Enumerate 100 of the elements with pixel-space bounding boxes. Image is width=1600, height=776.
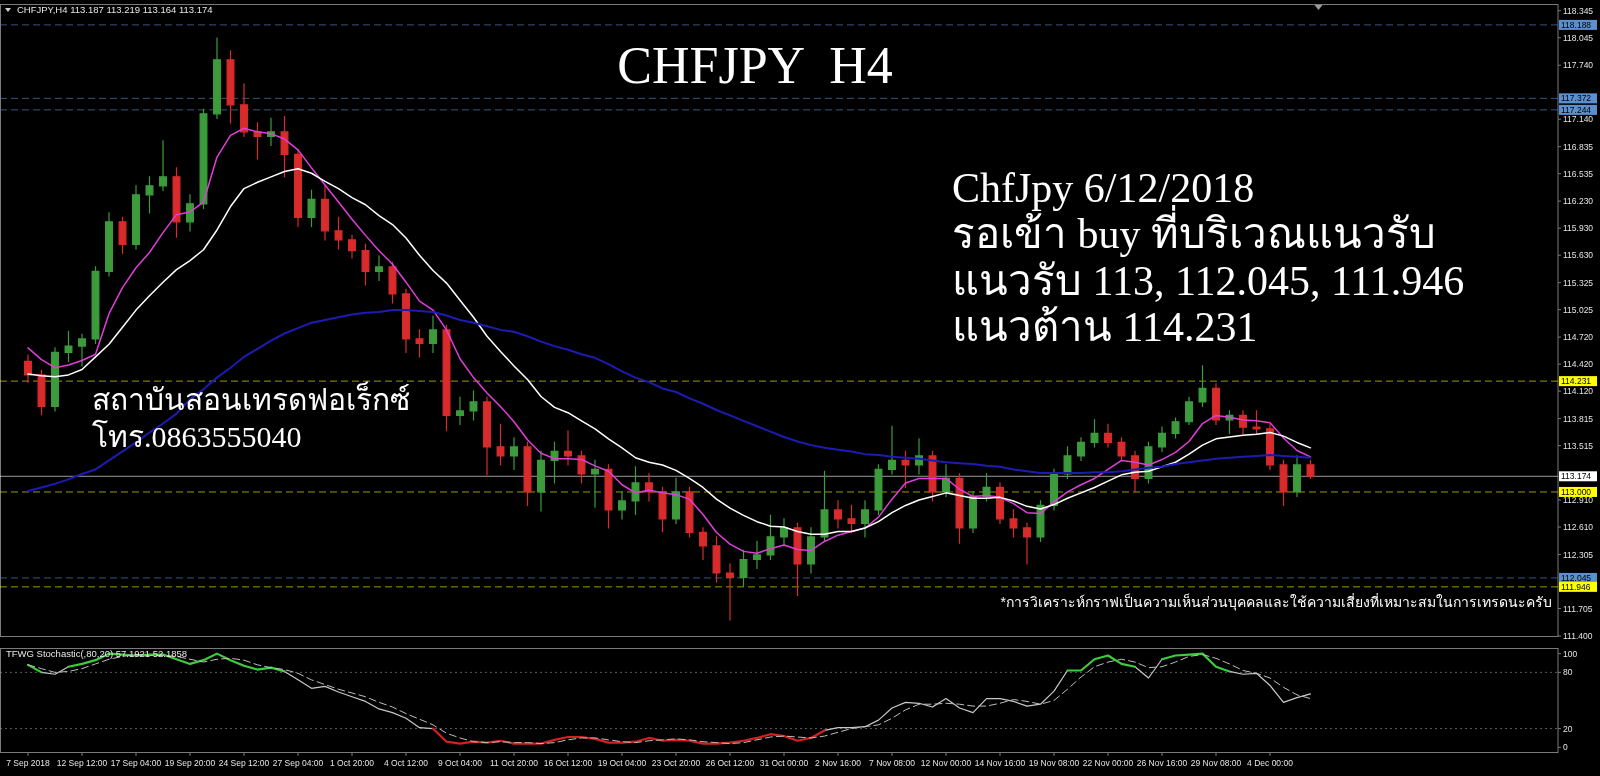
candlestick	[1198, 365, 1207, 408]
ref-line-label: 117.372	[1561, 93, 1592, 104]
ref-line-label: 111.946	[1561, 581, 1591, 592]
ref-line-label: 112.045	[1561, 572, 1592, 583]
candlestick	[577, 450, 586, 484]
x-tick-label: 31 Oct 00:00	[759, 758, 809, 768]
candlestick	[64, 331, 73, 363]
x-tick-label: 27 Sep 04:00	[272, 758, 324, 768]
y-tick-label: 118.345	[1563, 5, 1594, 16]
y-tick-label: 113.515	[1563, 440, 1594, 451]
x-tick-label: 16 Oct 12:00	[543, 758, 593, 768]
x-tick-label: 4 Oct 12:00	[384, 758, 429, 768]
x-tick-label: 7 Sep 2018	[6, 758, 51, 768]
x-tick-label: 2 Nov 16:00	[815, 758, 862, 768]
candlestick	[51, 347, 59, 412]
x-tick-label: 17 Sep 04:00	[110, 758, 162, 768]
x-tick-label: 19 Nov 08:00	[1028, 758, 1080, 768]
candlestick	[415, 329, 424, 358]
candlestick	[928, 450, 937, 502]
y-tick-label: 100	[1563, 648, 1578, 659]
candlestick	[226, 50, 235, 124]
candlestick	[861, 500, 869, 538]
y-tick-label: 113.815	[1563, 413, 1594, 424]
candlestick	[91, 266, 100, 345]
y-tick-label: 114.420	[1563, 359, 1594, 370]
candlestick	[523, 441, 532, 507]
candlestick	[766, 514, 775, 561]
ref-line-label: 117.244	[1561, 104, 1592, 115]
candlestick	[280, 115, 289, 178]
x-tick-label: 12 Sep 12:00	[56, 758, 108, 768]
candlestick	[996, 482, 1004, 525]
y-tick-label: 112.610	[1563, 522, 1594, 533]
ref-line-label: 113.000	[1561, 486, 1592, 497]
candlestick	[847, 504, 856, 534]
candlestick	[780, 518, 788, 547]
candlestick	[1036, 500, 1045, 543]
candlestick	[294, 149, 302, 227]
y-tick-label: 115.930	[1563, 223, 1594, 234]
y-tick-label: 114.720	[1563, 332, 1594, 343]
candlestick	[483, 396, 491, 476]
candlestick	[820, 470, 829, 543]
x-tick-label: 9 Oct 04:00	[438, 758, 483, 768]
x-tick-label: 26 Oct 12:00	[705, 758, 755, 768]
candlestick	[1117, 437, 1126, 462]
candlestick	[1158, 426, 1166, 453]
candlestick	[118, 216, 127, 254]
candlestick	[1050, 468, 1058, 511]
candlestick	[1009, 509, 1018, 538]
candlestick	[753, 540, 761, 570]
candlestick	[1023, 522, 1031, 565]
candlestick	[699, 527, 707, 561]
candlestick	[604, 464, 613, 529]
candlestick	[24, 354, 32, 383]
candlestick	[1266, 423, 1274, 471]
line-series	[431, 727, 826, 745]
annotation: แนวต้าน 114.231	[952, 304, 1258, 350]
y-tick-label: 111.400	[1563, 631, 1593, 641]
candlestick	[1171, 417, 1180, 439]
candlestick	[510, 437, 518, 471]
y-tick-label: 20	[1563, 723, 1573, 734]
candlestick	[361, 243, 370, 286]
candlestick	[1293, 455, 1301, 498]
y-tick-label: 0	[1563, 742, 1568, 753]
candlestick	[388, 261, 397, 304]
candlestick	[793, 522, 802, 597]
candlestick	[1212, 383, 1220, 426]
candlestick	[685, 486, 694, 538]
candlestick	[442, 324, 451, 432]
x-tick-label: 23 Oct 20:00	[651, 758, 701, 768]
candlestick	[469, 390, 478, 421]
candlestick	[712, 536, 721, 583]
x-tick-label: 14 Nov 16:00	[974, 758, 1026, 768]
candlestick	[429, 315, 437, 354]
annotation: *การวิเคราะห์กราฟเป็นความเห็นส่วนบุคคลและใช้ความเสี่ยงที่เหมาะสมในการเทรดนะครับ	[1000, 593, 1552, 611]
candlestick	[132, 185, 140, 250]
candlestick	[1104, 423, 1112, 448]
candlestick	[213, 37, 221, 119]
candlestick	[1306, 459, 1315, 480]
candlestick	[172, 167, 181, 238]
annotation: แนวรับ 113, 112.045, 111.946	[952, 258, 1465, 304]
candlestick	[456, 396, 464, 426]
candlestick	[955, 473, 964, 544]
candlestick	[631, 466, 640, 516]
x-tick-label: 4 Dec 00:00	[1247, 758, 1294, 768]
candlestick	[537, 450, 545, 512]
candlestick	[1090, 419, 1099, 448]
y-tick-label: 117.740	[1563, 60, 1594, 71]
y-tick-label: 115.325	[1563, 277, 1594, 288]
candlestick	[726, 563, 734, 621]
candlestick	[591, 459, 599, 508]
candlestick	[1185, 396, 1193, 426]
y-tick-label: 112.910	[1563, 495, 1594, 506]
candlestick	[874, 464, 883, 516]
candlestick	[1063, 446, 1072, 480]
candlestick	[888, 425, 896, 475]
candlestick	[186, 194, 194, 232]
x-tick-label: 12 Nov 00:00	[920, 758, 972, 768]
candlestick	[1252, 410, 1261, 435]
y-tick-label: 111.705	[1563, 603, 1593, 614]
candlestick	[739, 549, 748, 588]
